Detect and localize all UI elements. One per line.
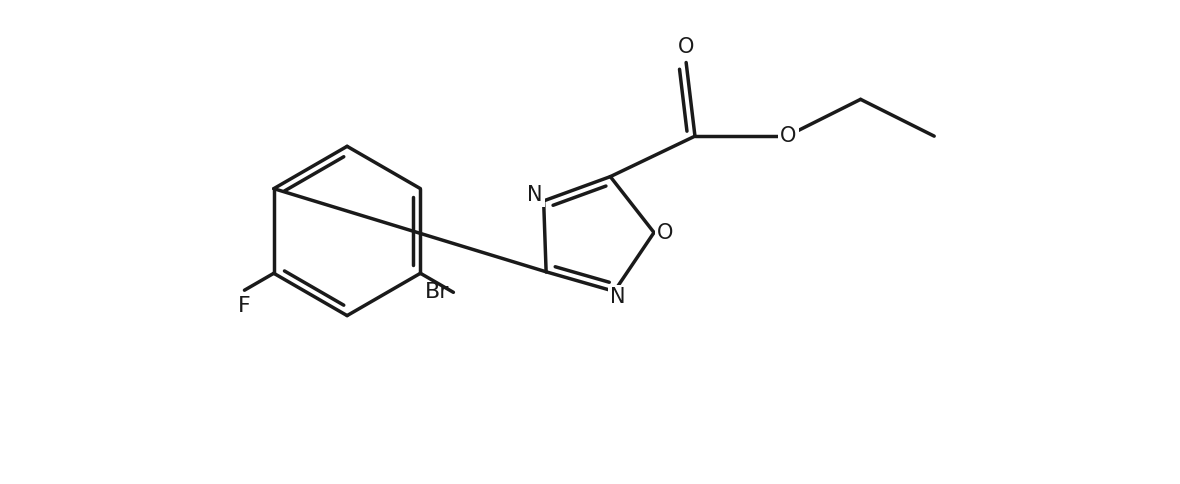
Text: O: O [780,126,796,146]
Text: F: F [238,296,251,316]
Text: Br: Br [425,282,450,302]
Text: N: N [610,287,625,307]
Text: O: O [657,223,674,242]
Text: O: O [678,37,694,57]
Text: N: N [527,185,543,205]
